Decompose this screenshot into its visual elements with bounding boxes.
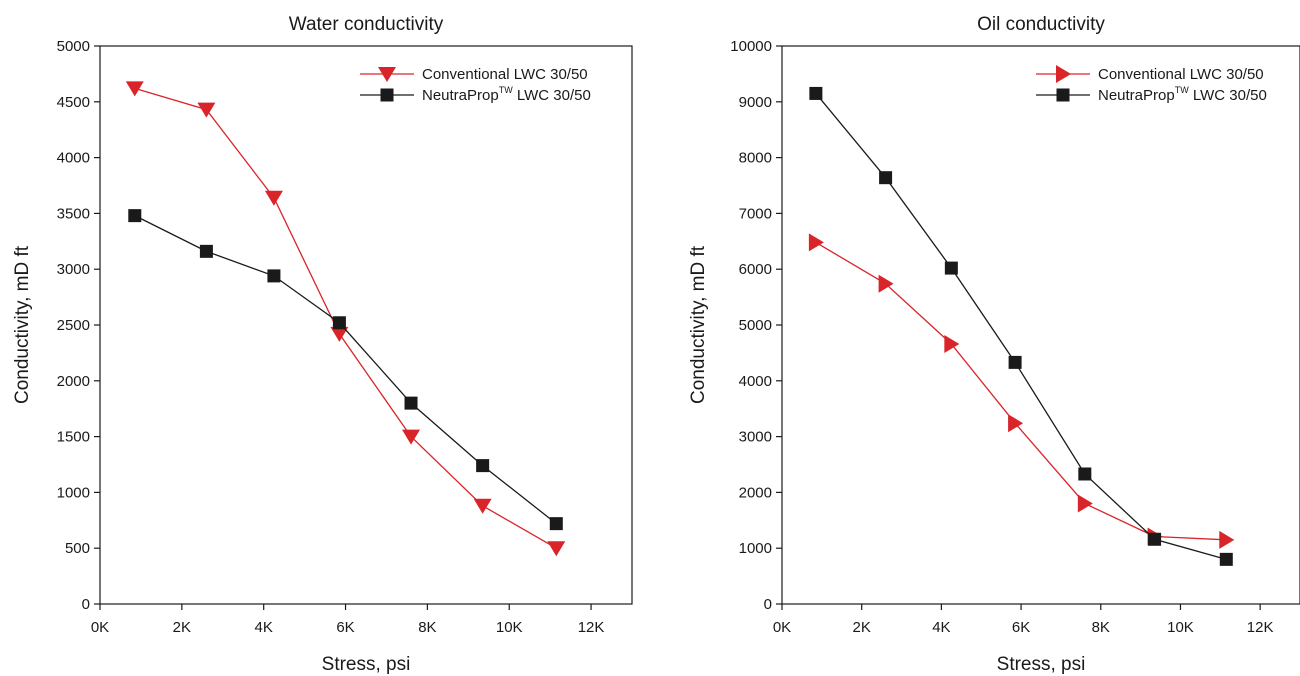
- x-axis-label: Stress, psi: [997, 654, 1086, 675]
- series-line: [815, 93, 1227, 560]
- data-point: [330, 326, 349, 342]
- y-tick-label: 8000: [739, 150, 772, 167]
- data-point: [197, 102, 216, 118]
- data-point: [404, 396, 418, 410]
- y-tick-label: 7000: [739, 205, 772, 222]
- x-tick-label: 6K: [1012, 619, 1030, 636]
- x-tick-label: 8K: [418, 619, 436, 636]
- x-tick-label: 0K: [773, 619, 791, 636]
- y-tick-label: 0: [764, 596, 772, 613]
- x-tick-label: 4K: [255, 619, 273, 636]
- x-tick-label: 2K: [853, 619, 871, 636]
- data-point: [199, 244, 213, 258]
- x-tick-label: 12K: [578, 619, 605, 636]
- data-point: [402, 429, 421, 445]
- data-point: [1078, 467, 1092, 481]
- data-point: [549, 517, 563, 531]
- legend-label: NeutraPropTW LWC 30/50: [1098, 85, 1267, 104]
- y-tick-label: 3000: [739, 429, 772, 446]
- data-point: [944, 334, 960, 353]
- legend-marker: [1056, 65, 1071, 83]
- x-tick-label: 10K: [1167, 619, 1194, 636]
- data-point: [473, 498, 492, 514]
- data-point: [264, 190, 283, 206]
- legend-label: Conventional LWC 30/50: [422, 66, 588, 83]
- y-tick-label: 1500: [57, 429, 90, 446]
- data-point: [1219, 530, 1235, 549]
- y-tick-label: 4500: [57, 94, 90, 111]
- data-point: [332, 316, 346, 330]
- y-tick-label: 2000: [739, 484, 772, 501]
- x-tick-label: 6K: [336, 619, 354, 636]
- x-axis-label: Stress, psi: [322, 654, 411, 675]
- y-tick-label: 4000: [57, 150, 90, 167]
- x-tick-label: 12K: [1247, 619, 1274, 636]
- data-point: [125, 81, 144, 97]
- chart-title: Oil conductivity: [977, 14, 1105, 35]
- data-point: [547, 541, 566, 557]
- legend-label: Conventional LWC 30/50: [1098, 66, 1264, 83]
- y-tick-label: 500: [65, 540, 90, 557]
- y-axis-label: Conductivity, mD ft: [12, 245, 33, 404]
- y-tick-label: 4000: [739, 373, 772, 390]
- x-tick-label: 10K: [496, 619, 523, 636]
- data-point: [944, 261, 958, 275]
- chart-title: Water conductivity: [289, 14, 444, 35]
- data-point: [476, 459, 490, 473]
- y-tick-label: 2500: [57, 317, 90, 334]
- y-tick-label: 3000: [57, 261, 90, 278]
- water-conductivity-chart: Water conductivity Stress, psi Conductivit…: [12, 14, 633, 675]
- legend-marker: [378, 67, 396, 82]
- y-tick-label: 1000: [57, 484, 90, 501]
- data-point: [878, 274, 894, 293]
- data-point: [808, 233, 824, 252]
- y-tick-label: 10000: [730, 38, 772, 55]
- y-tick-label: 6000: [739, 261, 772, 278]
- x-tick-label: 0K: [91, 619, 109, 636]
- y-tick-label: 5000: [739, 317, 772, 334]
- oil-conductivity-chart: Oil conductivity Stress, psi Conductivity,…: [688, 14, 1300, 675]
- legend-label: NeutraPropTW LWC 30/50: [422, 85, 591, 104]
- y-tick-label: 3500: [57, 205, 90, 222]
- x-tick-label: 8K: [1092, 619, 1110, 636]
- y-tick-label: 2000: [57, 373, 90, 390]
- x-tick-label: 4K: [932, 619, 950, 636]
- data-point: [879, 171, 893, 185]
- series-line: [815, 241, 1227, 541]
- plot-frame: [781, 45, 1300, 605]
- y-tick-label: 0: [82, 596, 90, 613]
- y-tick-label: 5000: [57, 38, 90, 55]
- data-point: [1008, 355, 1022, 369]
- y-tick-label: 1000: [739, 540, 772, 557]
- x-tick-label: 2K: [173, 619, 191, 636]
- legend-marker: [1056, 88, 1070, 102]
- data-point: [1148, 532, 1162, 546]
- data-point: [809, 86, 823, 100]
- data-point: [267, 269, 281, 283]
- data-point: [1008, 414, 1024, 433]
- data-point: [128, 209, 142, 223]
- y-axis-label: Conductivity, mD ft: [688, 245, 709, 404]
- series-line: [134, 215, 557, 525]
- legend-marker: [380, 88, 394, 102]
- data-point: [1219, 552, 1233, 566]
- y-tick-label: 9000: [739, 94, 772, 111]
- data-point: [1077, 494, 1093, 513]
